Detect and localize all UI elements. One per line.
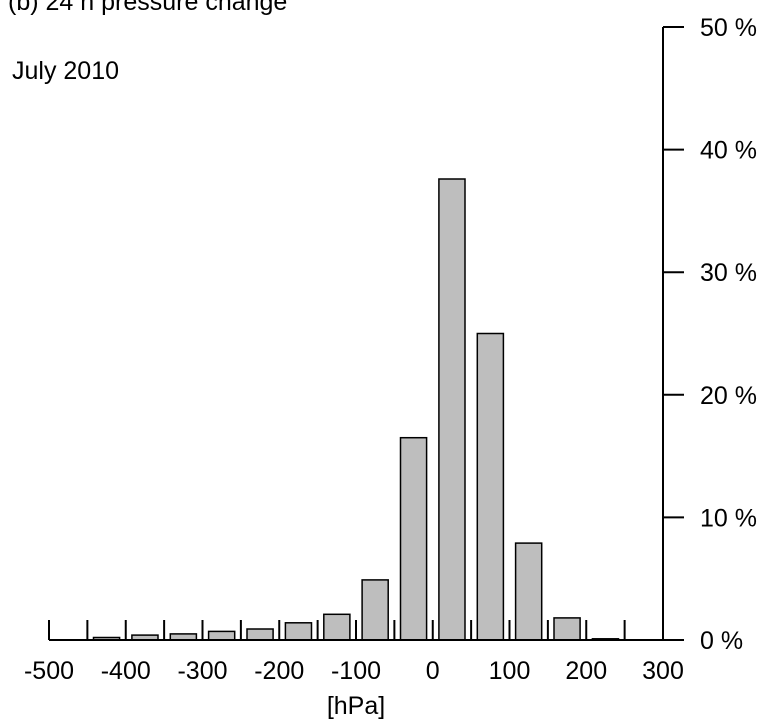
bar-6	[323, 613, 351, 641]
y-tick-label: 30 %	[700, 259, 757, 287]
bar-4	[246, 628, 274, 641]
bar-8	[399, 436, 428, 641]
bar-7	[361, 579, 389, 641]
chart-title: (b) 24 h pressure change	[8, 0, 287, 16]
x-tick-label: 300	[642, 657, 684, 685]
x-tick-label: -400	[101, 657, 151, 685]
x-tick-label: 100	[489, 657, 531, 685]
x-axis-label: [hPa]	[327, 692, 385, 720]
y-tick-label: 10 %	[700, 504, 757, 532]
bars	[92, 178, 620, 641]
bar-12	[553, 617, 581, 641]
y-tick-label: 20 %	[700, 382, 757, 410]
bar-11	[514, 542, 543, 641]
y-tick-label: 50 %	[700, 14, 757, 42]
x-tick-label: 200	[565, 657, 607, 685]
y-tick-label: 40 %	[700, 137, 757, 165]
y-tick-label: 0 %	[700, 627, 743, 655]
x-tick-label: 0	[426, 657, 440, 685]
chart-subtitle: July 2010	[12, 57, 119, 85]
bar-3	[207, 630, 236, 641]
x-tick-label: -300	[177, 657, 227, 685]
bar-9	[438, 178, 466, 641]
x-tick-label: -500	[24, 657, 74, 685]
x-tick-label: -100	[331, 657, 381, 685]
x-tick-label: -200	[254, 657, 304, 685]
x-axis: -500 -400 -300 -200 -100 0 100 200 300	[24, 620, 684, 685]
bar-5	[284, 622, 313, 641]
bar-10	[476, 332, 505, 641]
y-axis: 0 % 10 % 20 % 30 % 40 % 50 %	[662, 14, 757, 655]
